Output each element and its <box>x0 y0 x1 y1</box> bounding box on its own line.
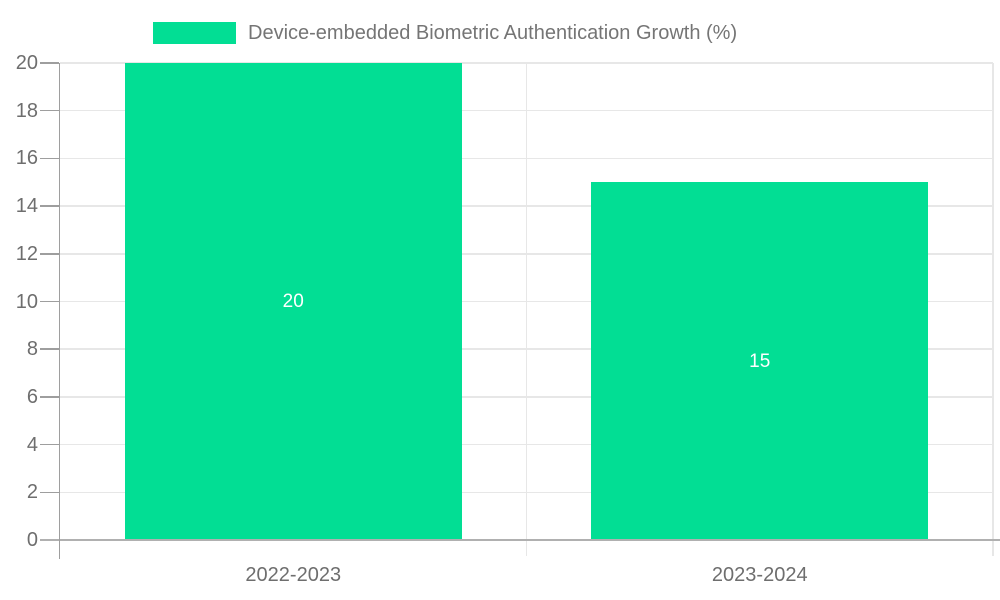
y-axis-tick-label: 14 <box>15 195 38 218</box>
y-axis-tick <box>40 491 59 494</box>
y-axis-tick-label: 16 <box>15 147 38 170</box>
y-axis-tick <box>40 300 59 303</box>
y-axis-tick <box>40 109 59 112</box>
y-axis-line <box>58 63 60 559</box>
legend: Device-embedded Biometric Authentication… <box>0 22 1000 44</box>
y-axis-tick-label: 10 <box>15 290 38 313</box>
y-axis-tick <box>40 205 59 207</box>
y-axis-tick-label: 18 <box>15 99 38 122</box>
category-divider <box>525 63 528 556</box>
y-axis-tick <box>40 253 59 255</box>
category-divider <box>992 63 994 556</box>
y-axis-tick-label: 8 <box>26 338 38 361</box>
bar-value-label: 15 <box>749 350 771 372</box>
x-axis-line <box>40 539 1000 541</box>
legend-label: Device-embedded Biometric Authentication… <box>248 22 738 44</box>
y-axis-tick <box>40 157 59 160</box>
bar <box>591 182 929 540</box>
y-axis-tick-label: 20 <box>15 52 38 74</box>
y-axis-tick-label: 12 <box>15 242 38 265</box>
bar <box>124 63 462 540</box>
y-axis-tick-label: 4 <box>26 433 38 456</box>
y-axis-tick-label: 6 <box>26 385 38 408</box>
x-axis-tick-label: 2022-2023 <box>245 564 342 586</box>
y-axis-tick <box>40 443 59 446</box>
y-axis-tick-label: 2 <box>26 481 38 504</box>
y-axis-tick <box>40 348 59 350</box>
y-axis-tick-label: 0 <box>26 529 38 551</box>
y-axis-tick <box>40 62 59 64</box>
bar-value-label: 20 <box>282 291 304 312</box>
legend-swatch <box>153 22 236 44</box>
x-axis-tick-label: 2023-2024 <box>711 564 808 586</box>
y-axis-tick <box>40 396 59 398</box>
